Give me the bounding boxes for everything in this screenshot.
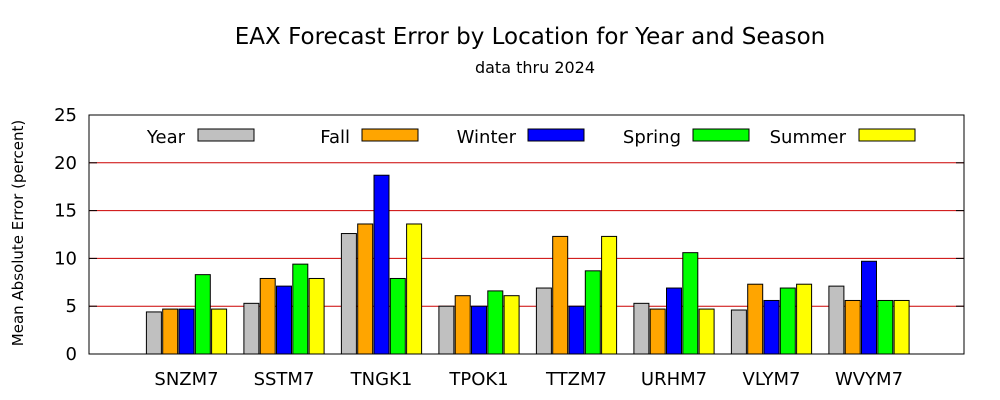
x-ticks: SNZM7 SSTM7 TNGK1 TPOK1 TTZM7 URHM7 VLYM7 WVYM7 <box>154 369 903 390</box>
bar-summer-tngk1 <box>406 223 423 355</box>
bar-fall-vlym7 <box>747 283 764 355</box>
bar-fall-ttzm7 <box>552 235 569 355</box>
x-tick-label: WVYM7 <box>835 369 903 390</box>
legend-label-summer: Summer <box>770 127 847 148</box>
legend-swatch-fall <box>361 128 419 142</box>
bars <box>145 174 910 355</box>
bar-year-vlym7 <box>730 309 747 355</box>
plot-frame <box>88 114 965 355</box>
bar-winter-ttzm7 <box>568 305 585 355</box>
bar-winter-urhm7 <box>666 287 682 355</box>
legend-swatch-summer <box>858 128 916 142</box>
legend-swatch-winter <box>527 128 585 142</box>
bar-fall-sstm7 <box>259 277 276 355</box>
bar-summer-ttzm7 <box>601 235 618 355</box>
bar-spring-tngk1 <box>389 277 406 355</box>
bar-summer-tpok1 <box>503 295 520 355</box>
x-tick-label: TTZM7 <box>545 369 607 390</box>
y-tick-label: 0 <box>66 344 77 365</box>
bar-spring-wvym7 <box>877 299 894 355</box>
legend-label-year: Year <box>146 127 186 148</box>
bar-spring-sstm7 <box>292 263 309 355</box>
bar-fall-snzm7 <box>162 308 179 355</box>
bar-fall-urhm7 <box>649 308 666 355</box>
legend-label-winter: Winter <box>457 127 517 148</box>
bar-winter-sstm7 <box>276 285 292 355</box>
bar-winter-vlym7 <box>763 299 780 355</box>
y-axis-label: Mean Absolute Error (percent) <box>9 120 27 346</box>
bar-year-tpok1 <box>438 305 455 355</box>
bar-winter-snzm7 <box>178 308 195 355</box>
bar-winter-tpok1 <box>471 305 487 355</box>
chart-title: EAX Forecast Error by Location for Year … <box>235 24 825 50</box>
bar-fall-tngk1 <box>357 223 374 355</box>
bar-fall-tpok1 <box>454 295 471 355</box>
bar-fall-wvym7 <box>844 299 861 355</box>
bar-summer-vlym7 <box>796 283 813 355</box>
bar-summer-sstm7 <box>308 277 325 355</box>
bar-spring-snzm7 <box>194 274 211 355</box>
x-tick-label: VLYM7 <box>743 369 801 390</box>
bar-year-sstm7 <box>243 302 260 355</box>
y-tick-label: 20 <box>54 153 77 174</box>
legend-label-fall: Fall <box>320 127 350 148</box>
bar-year-tngk1 <box>340 233 357 355</box>
x-tick-label: SNZM7 <box>154 369 218 390</box>
x-tick-label: TPOK1 <box>448 369 508 390</box>
x-tick-label: TNGK1 <box>350 369 413 390</box>
legend-swatch-spring <box>692 128 750 142</box>
bar-year-snzm7 <box>145 311 162 355</box>
bar-year-ttzm7 <box>535 287 552 355</box>
gridlines <box>89 162 964 307</box>
bar-summer-snzm7 <box>211 308 228 355</box>
bar-spring-tpok1 <box>487 290 504 355</box>
bar-summer-urhm7 <box>698 308 715 355</box>
y-tick-label: 25 <box>54 105 77 126</box>
y-tick-label: 10 <box>54 248 77 269</box>
bar-spring-vlym7 <box>779 287 796 355</box>
bar-spring-urhm7 <box>682 252 699 355</box>
x-tick-label: SSTM7 <box>254 369 315 390</box>
y-tick-label: 5 <box>66 296 77 317</box>
bar-year-wvym7 <box>828 285 845 355</box>
legend-label-spring: Spring <box>623 127 681 148</box>
y-ticks: 0 5 10 15 20 25 <box>54 105 964 365</box>
bar-year-urhm7 <box>633 302 650 355</box>
bar-winter-wvym7 <box>861 260 877 355</box>
bar-winter-tngk1 <box>373 174 390 355</box>
bar-spring-ttzm7 <box>584 270 601 355</box>
legend-swatch-year <box>197 128 255 142</box>
chart-subtitle: data thru 2024 <box>475 58 595 77</box>
legend: Year Fall Winter Spring Summer <box>146 127 916 148</box>
x-tick-label: URHM7 <box>641 369 707 390</box>
y-tick-label: 15 <box>54 201 77 222</box>
bar-summer-wvym7 <box>893 299 910 355</box>
